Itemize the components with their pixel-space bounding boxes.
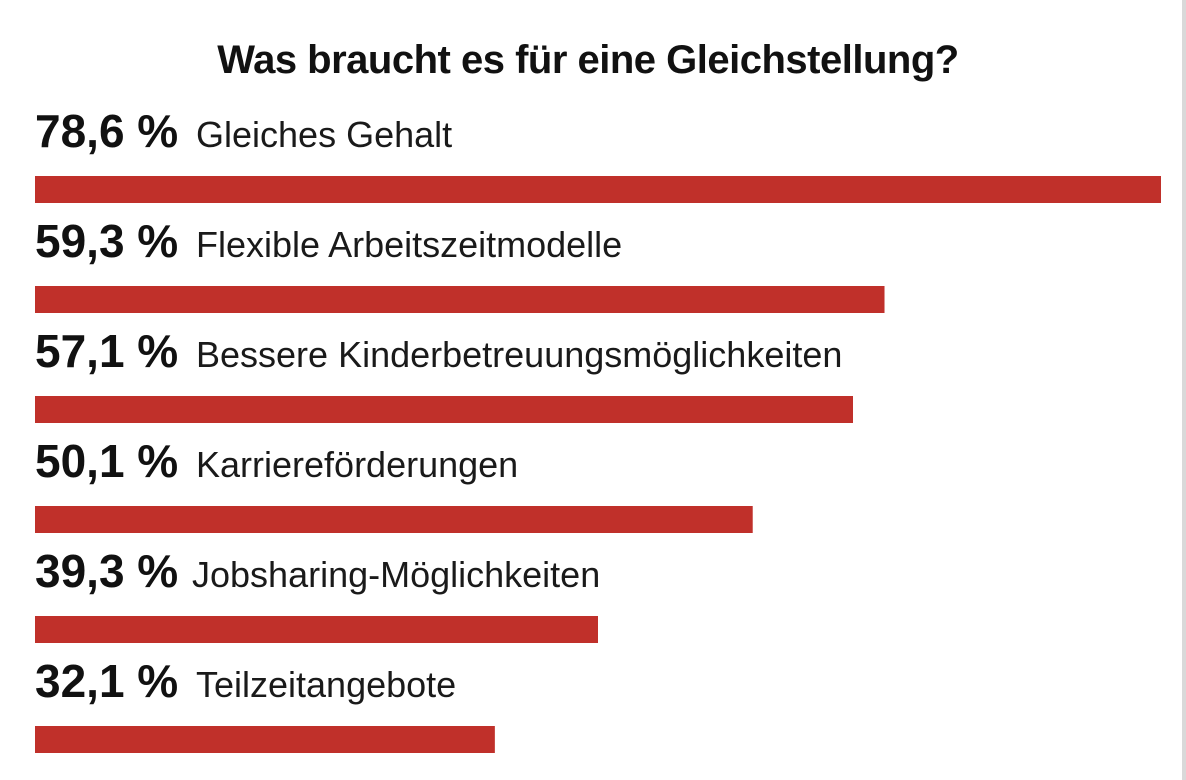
chart-title: Was braucht es für eine Gleichstellung? [217, 38, 959, 82]
bar [35, 506, 753, 533]
category-label: Flexible Arbeitszeitmodelle [196, 224, 622, 265]
category-label: Jobsharing-Möglichkeiten [192, 554, 600, 595]
category-label: Bessere Kinderbetreuungsmöglichkeiten [196, 334, 842, 375]
category-label: Karriereförderungen [196, 444, 518, 485]
value-label: 39,3 % [35, 545, 178, 597]
bar [35, 176, 1161, 203]
value-label: 78,6 % [35, 105, 178, 157]
value-label: 59,3 % [35, 215, 178, 267]
bar [35, 286, 885, 313]
value-label: 57,1 % [35, 325, 178, 377]
value-label: 32,1 % [35, 655, 178, 707]
bar [35, 616, 598, 643]
category-label: Teilzeitangebote [196, 664, 456, 705]
right-edge-divider [1182, 0, 1186, 780]
value-label: 50,1 % [35, 435, 178, 487]
bar [35, 726, 495, 753]
category-label: Gleiches Gehalt [196, 114, 452, 155]
bar [35, 396, 853, 423]
